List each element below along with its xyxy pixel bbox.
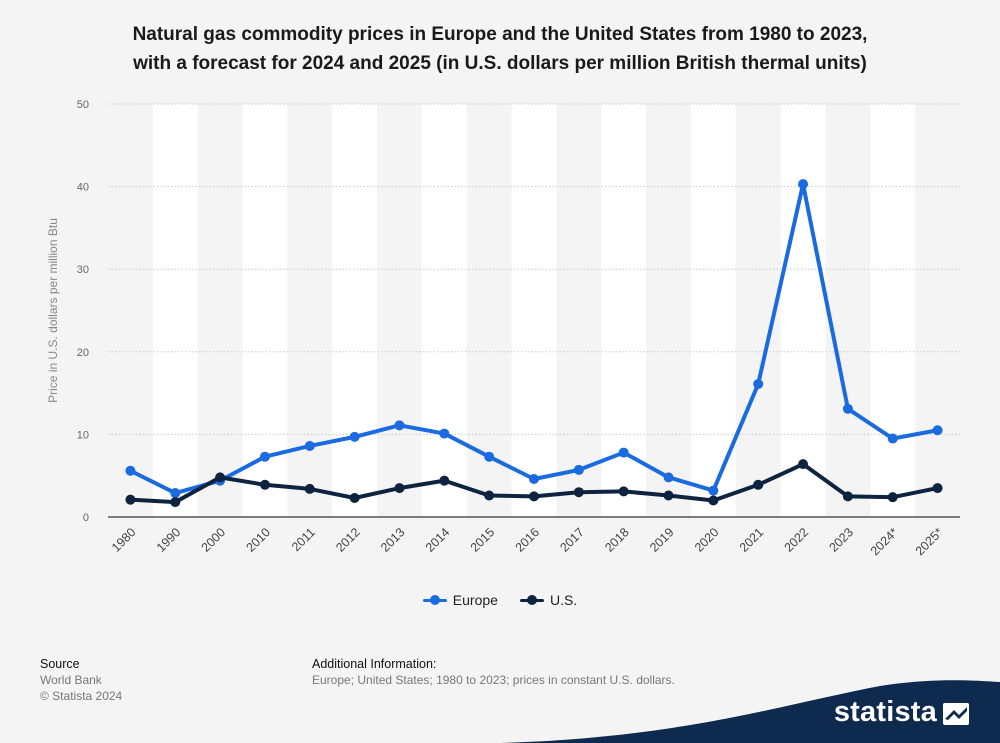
data-point-europe <box>887 433 898 444</box>
legend-label-europe: Europe <box>452 592 498 608</box>
data-point-u-s <box>663 490 674 501</box>
data-point-europe <box>259 451 270 462</box>
y-tick-label: 40 <box>77 182 89 194</box>
data-point-u-s <box>125 494 136 505</box>
data-point-europe <box>439 428 450 439</box>
y-tick-label: 10 <box>77 429 89 441</box>
column-band <box>690 104 736 517</box>
data-point-europe <box>529 474 539 485</box>
column-band <box>421 104 467 517</box>
y-tick-label: 50 <box>77 99 89 111</box>
data-point-europe <box>932 425 943 436</box>
legend-dot <box>429 595 440 605</box>
data-point-u-s <box>798 459 809 470</box>
chart-title-line-2: with a forecast for 2024 and 2025 (in U.… <box>133 53 867 74</box>
data-point-u-s <box>573 487 584 498</box>
data-point-u-s <box>439 475 450 486</box>
additional-info-block: Additional Information: Europe; United S… <box>312 656 675 688</box>
data-series <box>125 179 943 508</box>
legend-item-us[interactable]: U.S. <box>519 592 578 608</box>
y-tick-labels: 0 10 20 30 40 50 <box>77 99 89 524</box>
series-u-s <box>125 459 943 508</box>
data-point-europe <box>842 403 853 414</box>
additional-info-text: Europe; United States; 1980 to 2023; pri… <box>312 673 675 687</box>
source-block: Source World Bank © Statista 2024 <box>40 656 122 704</box>
y-tick-label: 0 <box>83 512 89 524</box>
data-point-europe <box>798 179 809 190</box>
statista-logo-icon <box>943 703 969 725</box>
data-point-u-s <box>215 472 226 483</box>
additional-info-heading: Additional Information: <box>312 657 437 671</box>
source-heading: Source <box>40 657 80 671</box>
statista-brand[interactable]: statista <box>833 696 937 728</box>
data-point-europe <box>349 431 360 442</box>
data-point-europe <box>304 440 315 451</box>
data-point-u-s <box>484 490 495 501</box>
column-band <box>780 104 826 517</box>
data-point-u-s <box>170 497 181 508</box>
data-point-europe <box>484 451 495 462</box>
chart-title: Natural gas commodity prices in Europe a… <box>60 20 940 78</box>
chart-title-line-1: Natural gas commodity prices in Europe a… <box>132 24 868 45</box>
data-point-u-s <box>349 493 360 504</box>
column-band <box>511 104 557 517</box>
data-point-u-s <box>708 495 719 506</box>
legend-item-europe[interactable]: Europe <box>422 592 498 608</box>
column-band <box>242 104 288 517</box>
brand-wave <box>500 680 1000 743</box>
data-point-europe <box>170 488 181 499</box>
column-band <box>870 104 916 517</box>
legend-swatch-europe-icon <box>422 593 447 607</box>
copyright: © Statista 2024 <box>40 689 123 703</box>
data-point-europe <box>125 465 136 476</box>
chart-legend: Europe U.S. <box>0 592 1000 608</box>
y-gridlines <box>108 103 960 518</box>
data-point-europe <box>618 447 629 458</box>
data-point-europe <box>753 379 764 390</box>
alternating-column-bands <box>152 104 916 517</box>
column-band <box>332 104 378 517</box>
y-tick-label: 20 <box>77 347 89 359</box>
data-point-u-s <box>842 491 853 502</box>
data-point-u-s <box>887 492 898 503</box>
data-point-u-s <box>932 483 943 494</box>
data-point-europe <box>573 464 584 475</box>
column-band <box>152 104 198 517</box>
data-point-europe <box>663 472 674 483</box>
legend-label-us: U.S. <box>549 592 578 608</box>
data-point-europe <box>708 485 719 496</box>
y-axis-label: Price in U.S. dollars per million Btu <box>46 218 60 403</box>
data-point-u-s <box>753 479 764 490</box>
y-tick-label: 30 <box>77 264 89 276</box>
data-point-u-s <box>304 483 315 494</box>
legend-swatch-us-icon <box>519 593 544 607</box>
data-point-u-s <box>529 491 539 502</box>
data-point-u-s <box>259 479 270 490</box>
data-point-u-s <box>618 486 629 497</box>
data-point-u-s <box>394 483 405 494</box>
legend-dot <box>526 595 537 605</box>
data-point-europe <box>394 420 405 431</box>
source-name: World Bank <box>40 673 102 687</box>
